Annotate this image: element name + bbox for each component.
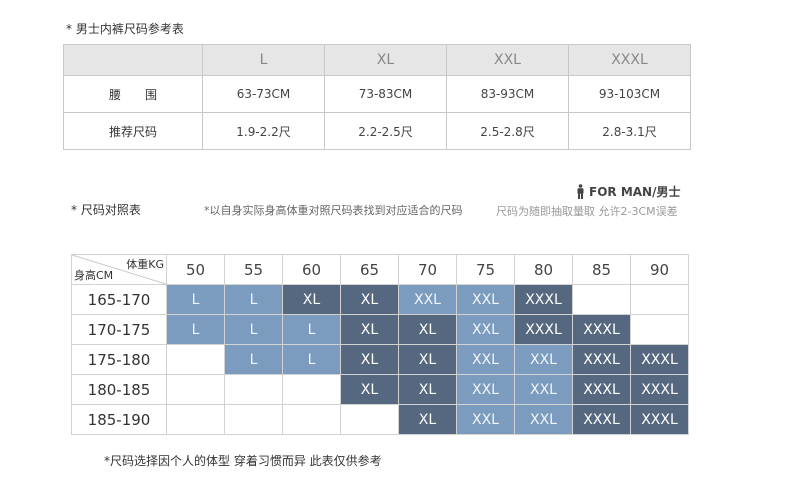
table-row: 170-175 L L L XL XL XXL XXXL XXXL [71, 314, 689, 345]
comparison-body: 体重KG 身高CM 50 55 60 65 70 75 80 85 90 165-170 L L XL… [71, 254, 689, 435]
size-header: XL [324, 44, 447, 76]
size-cell: XXXL [572, 404, 631, 435]
height-label: 165-170 [71, 284, 167, 315]
comparison-hint: *以自身实际身高体重对照尺码表找到对应适合的尺码 [204, 204, 463, 217]
corner-weight-label: 体重KG [126, 258, 164, 271]
size-cell [572, 284, 631, 315]
weight-header: 85 [572, 254, 631, 285]
size-cell [282, 404, 341, 435]
table-row: 165-170 L L XL XL XXL XXL XXXL [71, 284, 689, 315]
corner-height-label: 身高CM [74, 269, 114, 282]
size-cell: XXL [514, 374, 573, 405]
underwear-size-table: L XL XXL XXXL 腰 围 63-73CM 73-83CM 83-93C… [63, 44, 691, 150]
weight-header-row: 体重KG 身高CM 50 55 60 65 70 75 80 85 90 [71, 254, 689, 285]
size-cell [630, 284, 689, 315]
table-cell: 83-93CM [446, 75, 569, 113]
footnote: *尺码选择因个人的体型 穿着习惯而异 此表仅供参考 [104, 454, 382, 468]
table-cell: 2.8-3.1尺 [568, 112, 691, 150]
corner-diagonal [72, 255, 166, 284]
row-label: 腰 围 [63, 75, 203, 113]
table-cell: 63-73CM [202, 75, 325, 113]
size-cell: XL [398, 314, 457, 345]
size-cell [224, 374, 283, 405]
size-cell [166, 374, 225, 405]
table-cell: 2.2-2.5尺 [324, 112, 447, 150]
size-header-row: L XL XXL XXXL [63, 44, 691, 76]
weight-header: 60 [282, 254, 341, 285]
height-label: 185-190 [71, 404, 167, 435]
size-cell [224, 404, 283, 435]
size-cell: XXL [456, 344, 515, 375]
table-row: 腰 围 63-73CM 73-83CM 83-93CM 93-103CM [63, 75, 691, 113]
size-cell: XL [398, 404, 457, 435]
size-cell: XL [340, 314, 399, 345]
size-cell [340, 404, 399, 435]
brand-text: FOR MAN/男士 [589, 185, 681, 199]
size-cell [630, 314, 689, 345]
size-cell: XXL [514, 344, 573, 375]
size-cell: XL [340, 284, 399, 315]
size-header: L [202, 44, 325, 76]
size-cell: XL [398, 374, 457, 405]
table-row: 推荐尺码 1.9-2.2尺 2.2-2.5尺 2.5-2.8尺 2.8-3.1尺 [63, 112, 691, 150]
size-header: XXL [446, 44, 569, 76]
size-header: XXXL [568, 44, 691, 76]
size-cell: XXXL [514, 284, 573, 315]
weight-header: 75 [456, 254, 515, 285]
weight-header: 80 [514, 254, 573, 285]
size-cell: L [224, 314, 283, 345]
size-cell: L [282, 314, 341, 345]
height-label: 180-185 [71, 374, 167, 405]
size-cell: XXXL [630, 374, 689, 405]
weight-header: 70 [398, 254, 457, 285]
weight-header: 55 [224, 254, 283, 285]
size-cell [166, 344, 225, 375]
size-cell: XXL [456, 284, 515, 315]
size-cell: XXXL [572, 314, 631, 345]
size-cell: XXL [514, 404, 573, 435]
size-cell: XXXL [630, 344, 689, 375]
header-blank [63, 44, 203, 76]
size-cell [166, 404, 225, 435]
weight-header: 50 [166, 254, 225, 285]
size-cell: L [224, 284, 283, 315]
weight-header: 65 [340, 254, 399, 285]
size-cell: XL [340, 344, 399, 375]
underwear-chart-title: * 男士内裤尺码参考表 [66, 22, 184, 36]
man-icon [577, 184, 584, 199]
size-cell: L [282, 344, 341, 375]
table-row: 180-185 XL XL XXL XXL XXXL XXXL [71, 374, 689, 405]
size-cell: XXXL [572, 344, 631, 375]
comparison-title: * 尺码对照表 [71, 203, 141, 217]
size-cell: XXL [456, 314, 515, 345]
size-cell: XL [282, 284, 341, 315]
height-label: 170-175 [71, 314, 167, 345]
table-row: 185-190 XL XXL XXL XXXL XXXL [71, 404, 689, 435]
size-cell [282, 374, 341, 405]
corner-cell: 体重KG 身高CM [71, 254, 167, 285]
size-cell: L [166, 314, 225, 345]
height-label: 175-180 [71, 344, 167, 375]
row-label: 推荐尺码 [63, 112, 203, 150]
table-cell: 73-83CM [324, 75, 447, 113]
table-cell: 1.9-2.2尺 [202, 112, 325, 150]
table-cell: 93-103CM [568, 75, 691, 113]
size-cell: XXXL [572, 374, 631, 405]
size-cell: XXL [456, 404, 515, 435]
size-cell: L [224, 344, 283, 375]
comparison-tolerance: 尺码为随即抽取量取 允许2-3CM误差 [496, 205, 678, 218]
size-cell: XXXL [630, 404, 689, 435]
table-row: 175-180 L L XL XL XXL XXL XXXL XXXL [71, 344, 689, 375]
size-cell: XL [398, 344, 457, 375]
brand-label: FOR MAN/男士 [576, 183, 680, 200]
size-cell: XXL [398, 284, 457, 315]
size-cell: XXXL [514, 314, 573, 345]
size-comparison-table: 体重KG 身高CM 50 55 60 65 70 75 80 85 90 165-170 L L XL… [71, 254, 689, 435]
size-cell: XL [340, 374, 399, 405]
weight-header: 90 [630, 254, 689, 285]
table-cell: 2.5-2.8尺 [446, 112, 569, 150]
size-cell: XXL [456, 374, 515, 405]
size-cell: L [166, 284, 225, 315]
